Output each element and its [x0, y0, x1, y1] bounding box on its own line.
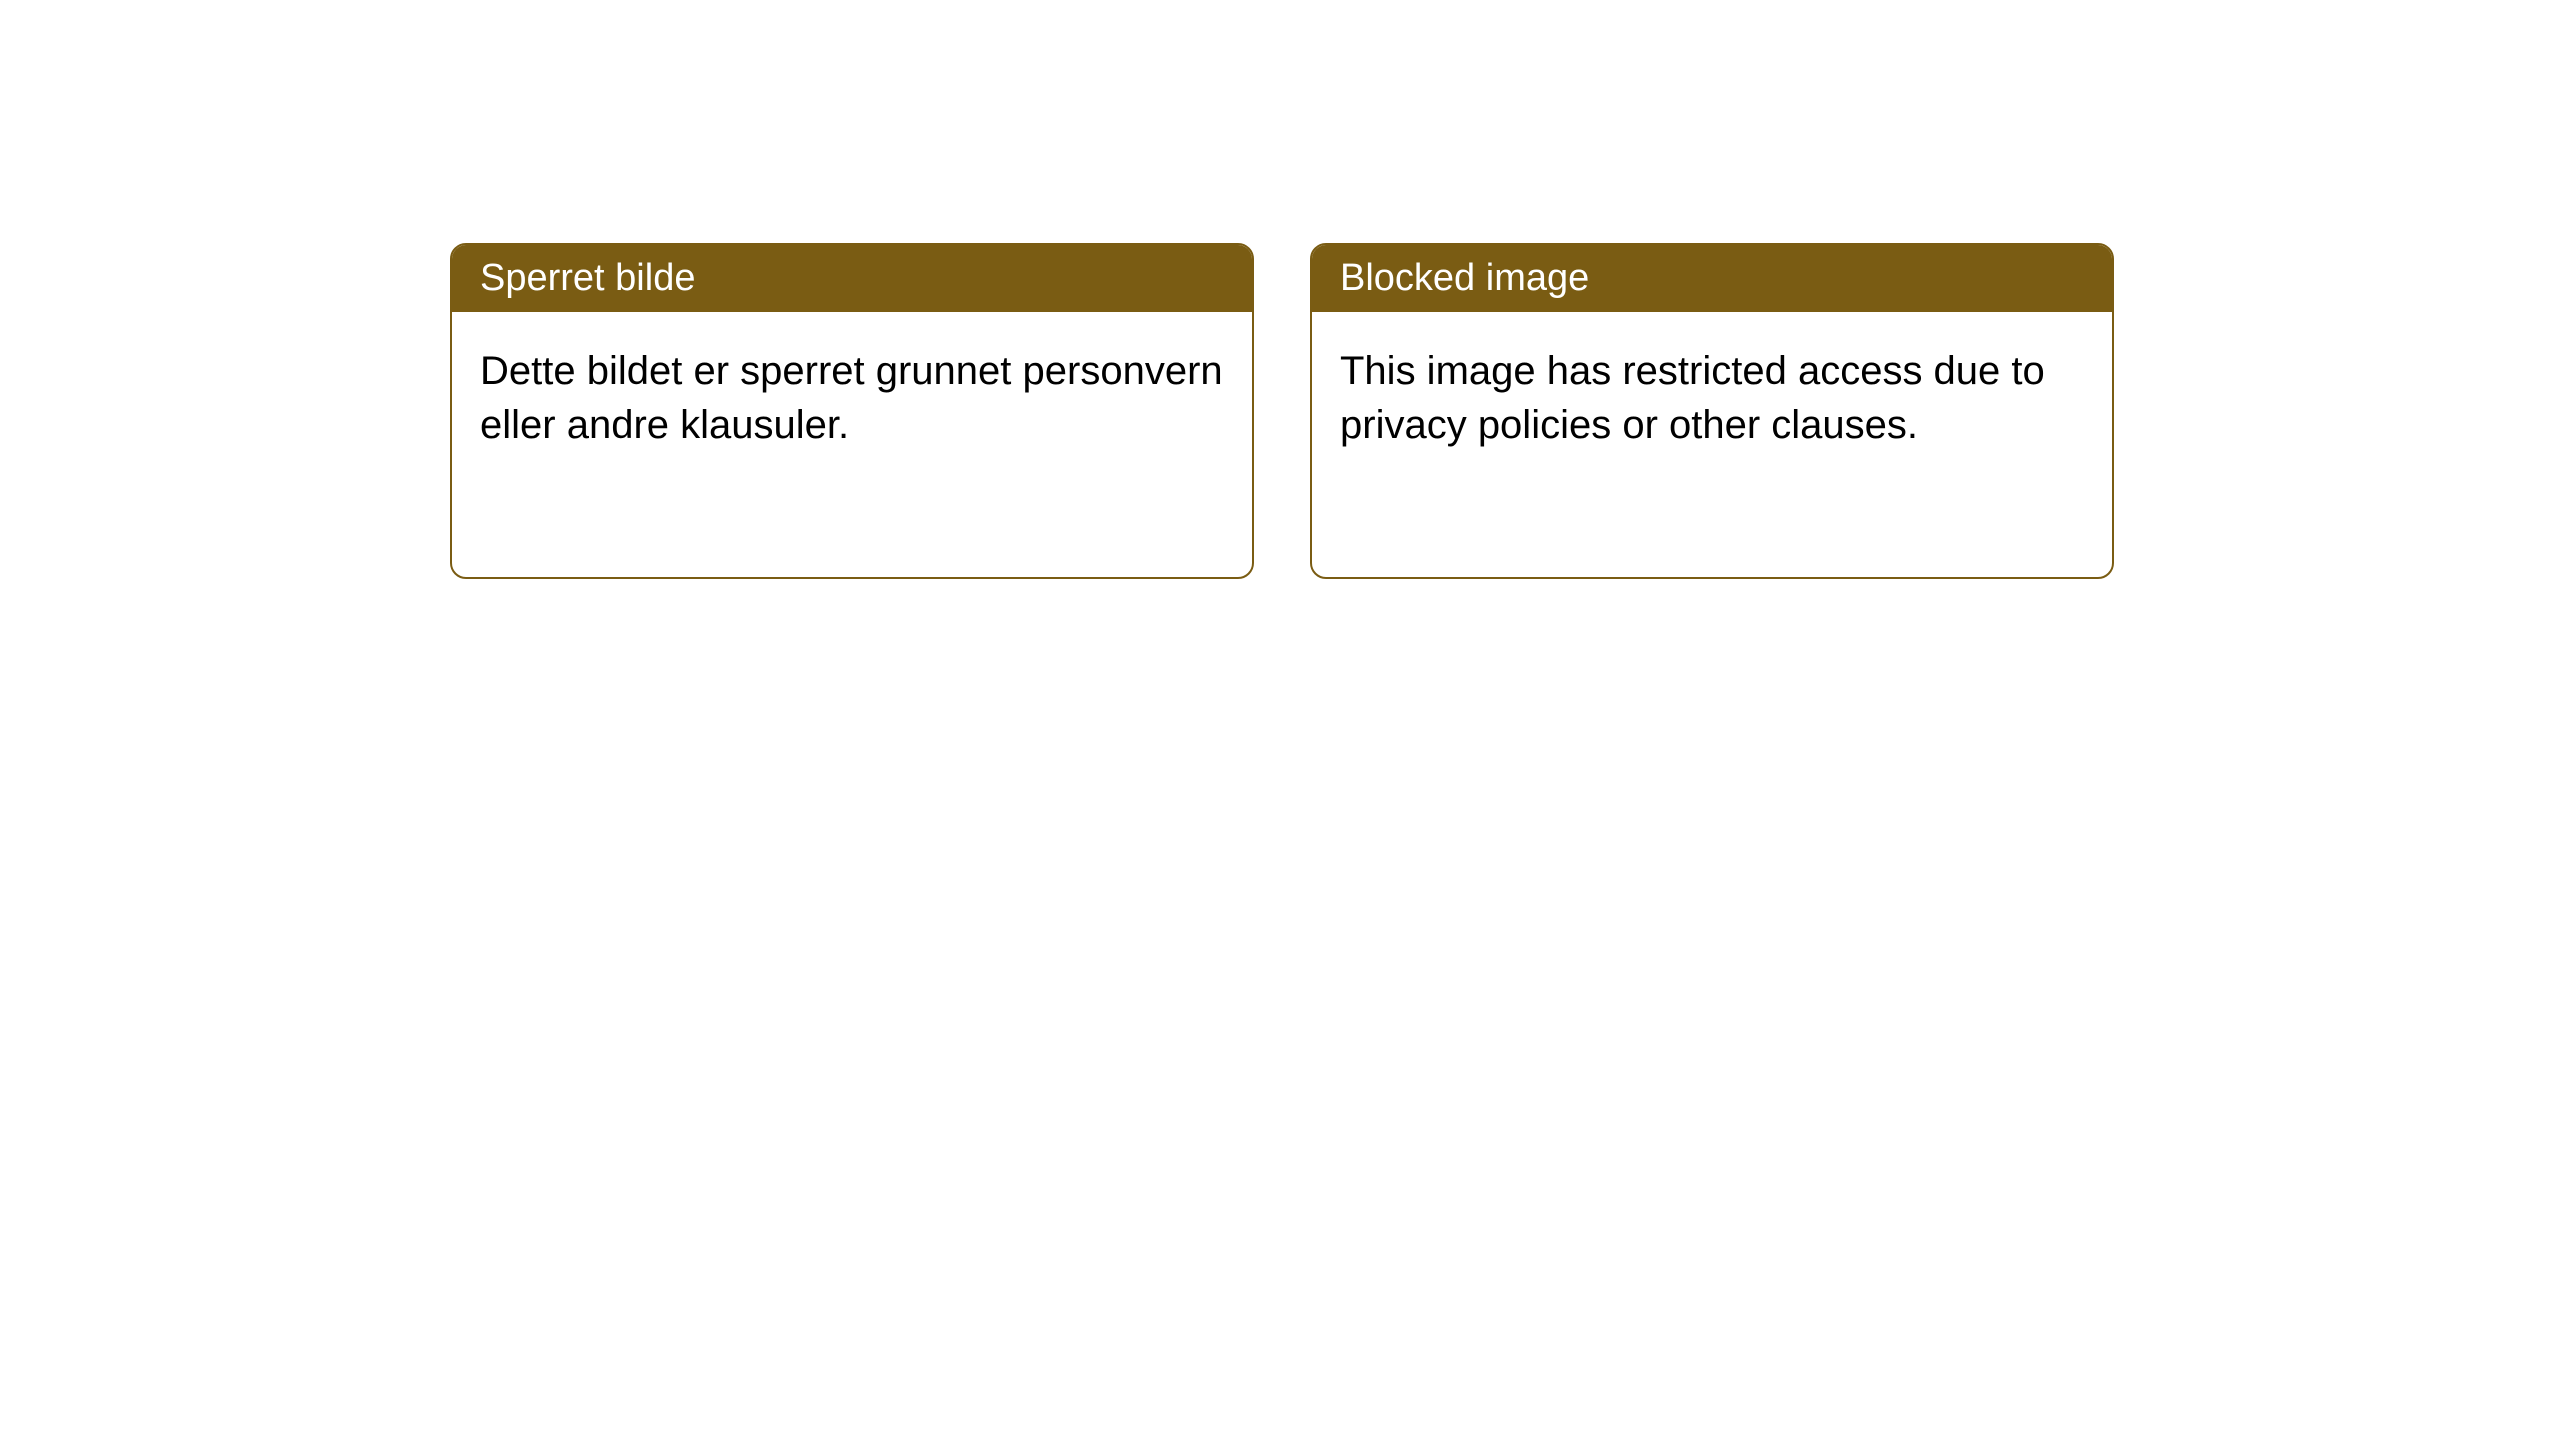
notice-card-norwegian: Sperret bilde Dette bildet er sperret gr… [450, 243, 1254, 579]
card-header-english: Blocked image [1312, 245, 2112, 312]
card-header-norwegian: Sperret bilde [452, 245, 1252, 312]
card-body-english: This image has restricted access due to … [1312, 312, 2112, 484]
notice-cards-container: Sperret bilde Dette bildet er sperret gr… [450, 243, 2114, 579]
notice-card-english: Blocked image This image has restricted … [1310, 243, 2114, 579]
card-body-norwegian: Dette bildet er sperret grunnet personve… [452, 312, 1252, 484]
